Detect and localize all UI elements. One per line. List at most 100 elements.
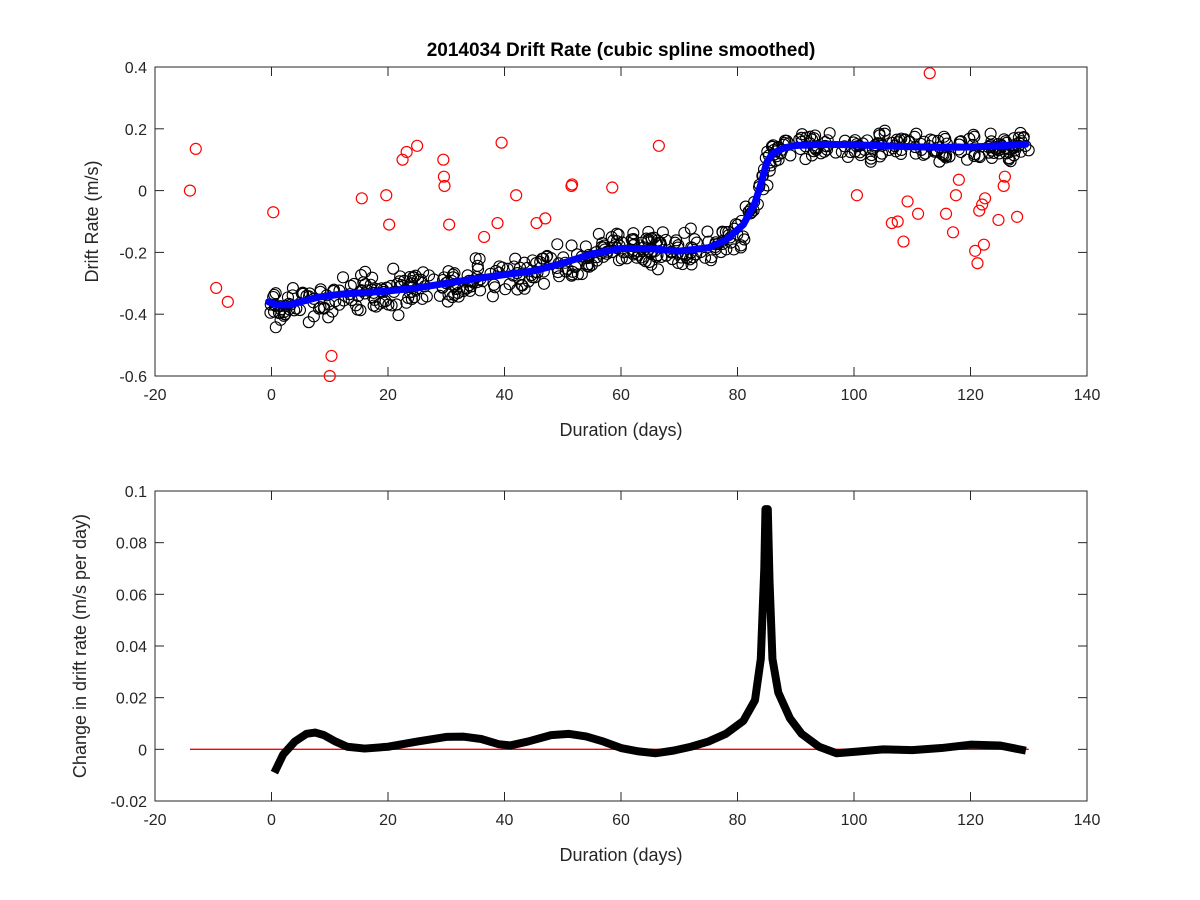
outlier-point	[183, 184, 197, 197]
x-tick-label: 0	[267, 812, 276, 829]
y-tick-label: -0.6	[119, 369, 147, 386]
measurement-point	[322, 311, 335, 324]
outlier-point	[923, 67, 936, 80]
measurement-point	[678, 226, 691, 239]
drift-rate-change-chart: -20 0 20 40 60 80 100 120 140 -0.02 0 0.02 0.04 0.06 0…	[70, 484, 1100, 865]
measurement-point	[385, 299, 398, 312]
outlier-point	[939, 207, 953, 220]
measurement-point	[579, 240, 592, 253]
measurement-point	[972, 149, 986, 162]
measurement-point	[518, 282, 531, 295]
y-axis-label: Change in drift rate (m/s per day)	[70, 514, 90, 778]
outlier-point	[998, 170, 1011, 183]
spline-curve	[265, 140, 1030, 309]
measurement-point	[910, 127, 923, 140]
outlier-point	[977, 238, 990, 251]
measurement-point	[448, 288, 461, 301]
measurement-point	[734, 241, 747, 254]
measurement-point	[651, 263, 664, 276]
outlier-point	[221, 295, 234, 308]
measurement-point	[302, 316, 315, 329]
measurement-point	[1014, 126, 1027, 139]
measurement-point	[727, 243, 740, 256]
x-tick-label: 80	[729, 812, 747, 829]
x-tick-label: 120	[957, 812, 984, 829]
measurement-point	[537, 277, 551, 290]
outlier-point	[565, 178, 579, 191]
measurement-point	[551, 238, 564, 251]
x-tick-label: 40	[496, 812, 514, 829]
outlier-point	[491, 216, 504, 230]
measurement-point	[685, 258, 698, 271]
measurement-point	[351, 303, 364, 316]
measurement-point	[354, 269, 368, 282]
y-tick-label: 0.08	[116, 536, 147, 553]
measurement-point	[984, 127, 997, 140]
outlier-point	[396, 153, 409, 166]
y-tick-label: 0	[138, 742, 147, 759]
measurement-point	[592, 227, 605, 241]
measurement-point	[571, 268, 584, 281]
outlier-point	[189, 142, 202, 155]
x-tick-label: 140	[1074, 812, 1101, 829]
y-tick-label: 0.2	[125, 122, 147, 139]
outlier-point	[210, 281, 223, 295]
outlier-point	[992, 213, 1005, 227]
y-axis-label: Drift Rate (m/s)	[82, 160, 102, 282]
outlier-point	[478, 230, 491, 244]
plot-area	[154, 490, 1088, 802]
measurement-point	[720, 243, 733, 256]
outlier-point	[897, 235, 910, 248]
derivative-curve	[270, 505, 1027, 775]
measurement-point	[716, 225, 729, 238]
outlier-point	[973, 204, 986, 217]
measurement-point	[967, 128, 980, 141]
measurement-point	[841, 150, 854, 164]
x-tick-label: 60	[612, 812, 630, 829]
measurement-point	[612, 254, 626, 267]
measurement-point	[565, 239, 578, 252]
measurement-point	[390, 298, 403, 311]
x-axis-label: Duration (days)	[559, 845, 682, 865]
measurement-point	[472, 263, 485, 276]
measurement-point	[314, 301, 327, 314]
outlier-point	[978, 192, 992, 205]
measurement-point	[433, 289, 446, 302]
measurement-point	[864, 155, 877, 168]
outlier-point	[969, 244, 982, 257]
y-tick-label: 0.04	[116, 639, 147, 656]
measurement-point	[347, 277, 360, 291]
outlier-point	[411, 139, 424, 152]
x-tick-label: -20	[143, 387, 166, 404]
measurement-point	[699, 251, 712, 264]
y-tick-label: 0.1	[125, 484, 147, 501]
outlier-point	[267, 206, 280, 219]
measurement-point	[370, 300, 383, 313]
measurement-point	[446, 291, 459, 304]
measurement-point	[442, 265, 455, 278]
y-tick-label: -0.02	[111, 794, 148, 811]
measurement-point	[387, 262, 400, 275]
measurement-point	[379, 295, 392, 308]
measurement-point	[486, 290, 499, 303]
measurement-point	[1002, 153, 1015, 166]
x-tick-label: 60	[612, 387, 630, 404]
x-tick-label: 20	[379, 812, 397, 829]
outlier-point	[850, 189, 864, 202]
measurement-point	[688, 233, 701, 246]
measurement-point	[553, 270, 566, 283]
outlier-point	[946, 226, 960, 239]
measurement-point	[939, 151, 952, 164]
outlier-point	[911, 207, 925, 220]
measurement-point	[799, 153, 812, 166]
measurement-point	[615, 252, 628, 265]
measurement-point	[400, 296, 413, 309]
outlier-point	[437, 153, 450, 166]
outlier-point	[495, 136, 508, 149]
measurement-point	[656, 226, 669, 239]
measurement-point	[333, 298, 346, 311]
outlier-point	[380, 189, 393, 202]
measurement-point	[394, 270, 407, 283]
measurement-point	[684, 222, 697, 235]
